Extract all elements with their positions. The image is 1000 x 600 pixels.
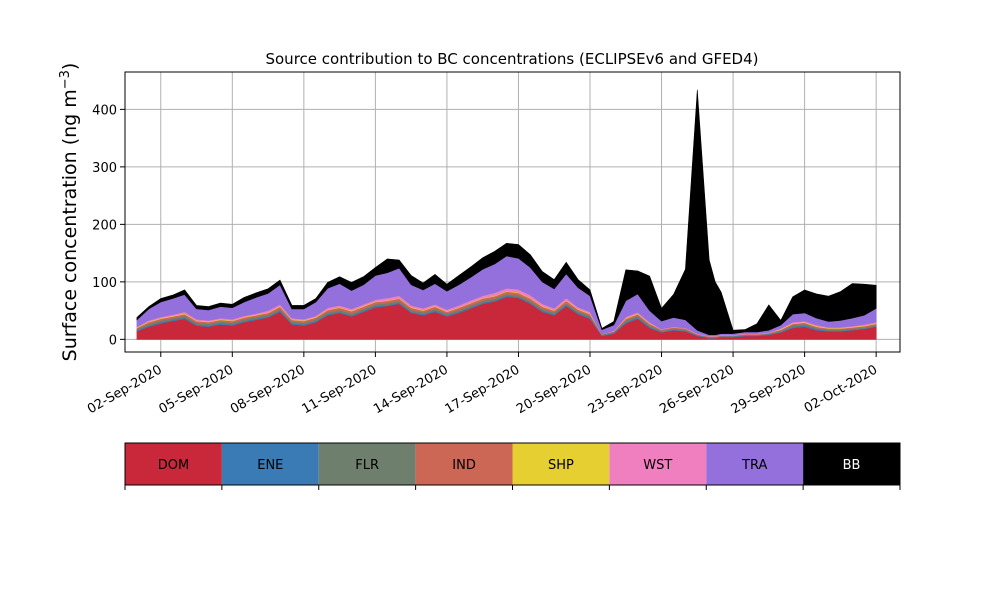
y-tick-label: 200: [92, 218, 117, 233]
x-tick-label: 20-Sep-2020: [514, 362, 594, 417]
legend-label-ene: ENE: [257, 458, 283, 473]
legend-swatch-tra: [706, 443, 804, 485]
legend-label-flr: FLR: [355, 458, 379, 473]
legend-label-ind: IND: [452, 458, 476, 473]
x-tick-label: 02-Sep-2020: [85, 362, 165, 417]
plot-frame: [124, 71, 901, 353]
y-tick-label: 0: [109, 333, 117, 348]
x-tick-label: 08-Sep-2020: [228, 362, 308, 417]
y-axis-label-close: ): [59, 63, 81, 70]
legend-swatch-flr: [318, 443, 416, 485]
legend-swatch-wst: [609, 443, 707, 485]
x-tick-label: 02-Oct-2020: [802, 362, 880, 416]
chart-title: Source contribution to BC concentrations…: [265, 50, 758, 68]
x-tick-label: 05-Sep-2020: [156, 362, 236, 417]
legend-swatch-ene: [221, 443, 319, 485]
legend-label-shp: SHP: [548, 458, 574, 473]
legend-swatch-shp: [512, 443, 610, 485]
x-tick-label: 29-Sep-2020: [729, 362, 809, 417]
x-tick-label: 17-Sep-2020: [443, 362, 523, 417]
y-axis-label-main: Surface concentration (ng m: [59, 89, 81, 361]
y-axis-label-exponent: −3: [58, 70, 73, 89]
legend-label-wst: WST: [643, 458, 672, 473]
x-tick-label: 14-Sep-2020: [371, 362, 451, 417]
x-tick-label: 11-Sep-2020: [300, 362, 380, 417]
legend-label-dom: DOM: [158, 458, 189, 473]
area-series-bb: [136, 89, 877, 336]
legend-swatch-dom: [125, 443, 222, 485]
y-tick-label: 100: [92, 276, 117, 291]
legend: DOM ENE FLR IND SHP WST TRA BB: [124, 442, 901, 490]
y-tick-label: 300: [92, 161, 117, 176]
legend-swatch-bb: [803, 443, 900, 485]
axes: 02-Sep-202005-Sep-202008-Sep-202011-Sep-…: [85, 71, 901, 417]
area-series-layer: [136, 89, 877, 340]
legend-swatch-ind: [415, 443, 513, 485]
legend-label-bb: BB: [843, 458, 861, 473]
x-tick-label: 23-Sep-2020: [586, 362, 666, 417]
x-tick-label: 26-Sep-2020: [657, 362, 737, 417]
y-axis-label: Surface concentration (ng m−3): [58, 63, 81, 362]
y-tick-label: 400: [92, 103, 117, 118]
legend-label-tra: TRA: [741, 458, 767, 473]
